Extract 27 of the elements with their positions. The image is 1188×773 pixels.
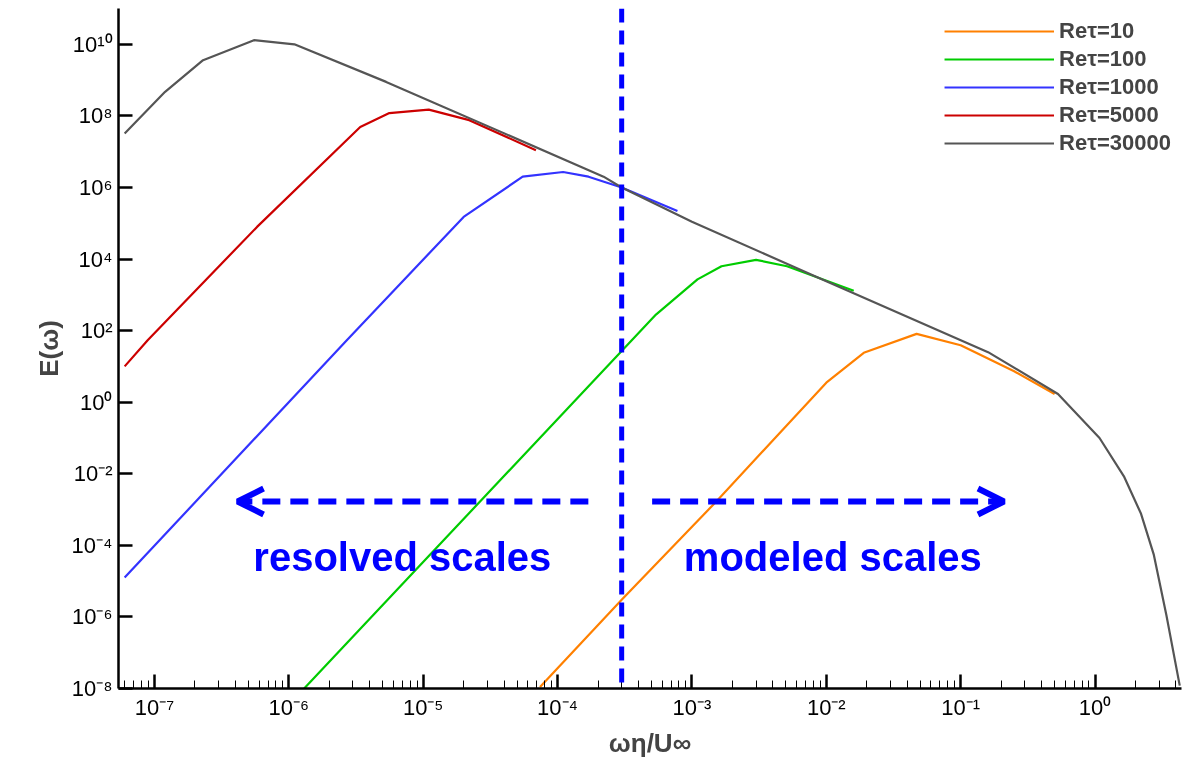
y-tick-label: 10⁻⁸ xyxy=(71,676,113,701)
y-tick-label: 10⁸ xyxy=(78,103,113,129)
y-tick-label: 10⁻⁴ xyxy=(71,532,113,558)
x-tick-label: 10⁻⁷ xyxy=(134,694,175,720)
y-tick-label: 10¹⁰ xyxy=(72,31,113,57)
legend-label: Reτ=5000 xyxy=(1059,102,1159,128)
y-tick-label: 10⁻² xyxy=(73,461,113,487)
y-tick-label: 10² xyxy=(80,318,113,344)
y-axis-title: E(ω) xyxy=(33,320,64,377)
y-tick-label: 10⁻⁶ xyxy=(71,604,113,630)
x-tick-label: 10⁻³ xyxy=(672,694,712,720)
x-tick-label: 10⁰ xyxy=(1078,694,1112,720)
legend-label: Reτ=10 xyxy=(1059,18,1135,44)
y-tick-label: 10⁴ xyxy=(78,246,113,272)
x-tick-label: 10⁻⁵ xyxy=(402,694,444,720)
y-tick-label: 10⁶ xyxy=(78,174,113,200)
x-tick-label: 10⁻² xyxy=(806,694,846,720)
x-tick-label: 10⁻⁴ xyxy=(537,694,579,720)
annotation: resolved scales xyxy=(253,535,552,580)
legend-label: Reτ=30000 xyxy=(1059,130,1171,156)
x-tick-label: 10⁻⁶ xyxy=(268,694,310,720)
y-tick-label: 10⁰ xyxy=(80,389,113,415)
legend-label: Reτ=1000 xyxy=(1059,74,1159,100)
x-axis-title: ωη/U∞ xyxy=(608,727,692,758)
annotation: modeled scales xyxy=(683,535,982,580)
x-tick-label: 10⁻¹ xyxy=(941,694,981,720)
legend-label: Reτ=100 xyxy=(1059,46,1147,72)
